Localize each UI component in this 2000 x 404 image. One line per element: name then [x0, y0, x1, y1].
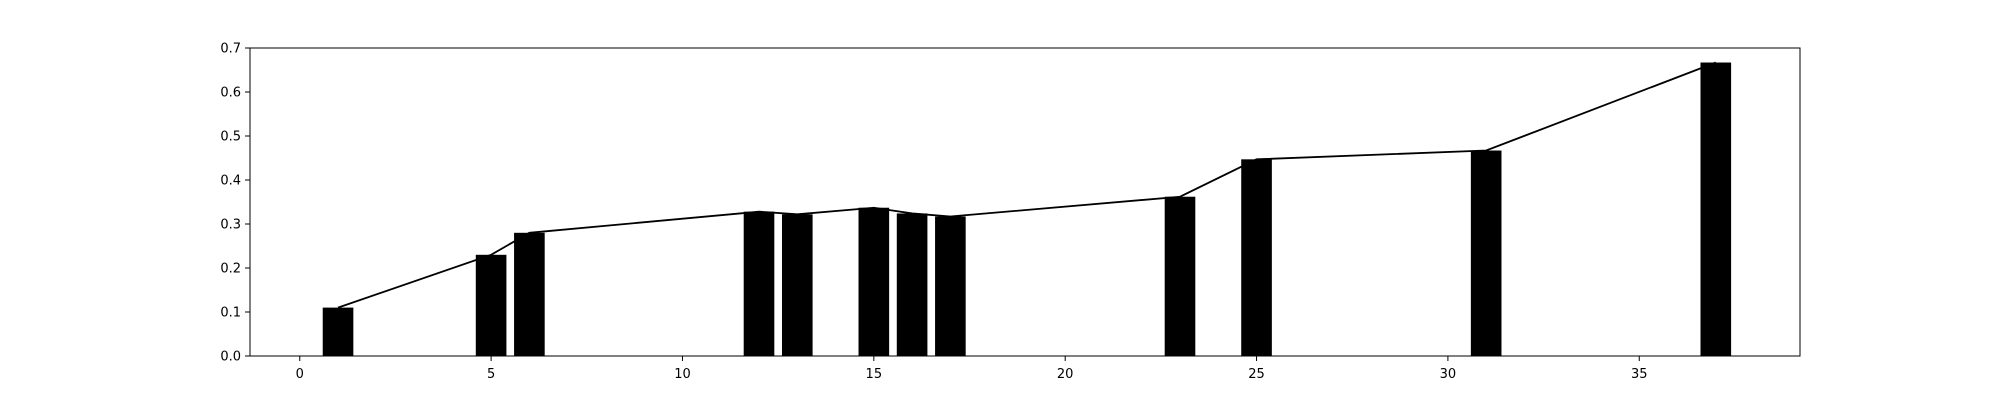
bar — [743, 211, 775, 356]
y-axis: 0.0 0.1 0.2 0.3 0.4 0.5 0.6 0.7 — [220, 42, 250, 365]
x-tick-label: 20 — [1057, 367, 1074, 382]
y-tick-label: 0.2 — [220, 262, 241, 277]
x-axis: 0 5 10 15 20 25 30 35 — [296, 356, 1648, 382]
y-tick-label: 0.7 — [220, 42, 241, 57]
x-tick-label: 10 — [674, 367, 691, 382]
bar — [896, 213, 928, 356]
trend-line — [337, 61, 1717, 309]
y-tick-label: 0.0 — [220, 350, 241, 365]
x-tick-label: 25 — [1248, 367, 1265, 382]
plot-area — [250, 48, 1800, 356]
x-tick-label: 35 — [1631, 367, 1648, 382]
bar — [781, 214, 813, 356]
y-tick-label: 0.5 — [220, 130, 241, 145]
bar — [858, 207, 890, 356]
x-tick-label: 0 — [296, 367, 304, 382]
y-tick-label: 0.4 — [220, 174, 241, 189]
bar — [1164, 196, 1196, 356]
bar — [935, 216, 966, 356]
bar — [1700, 62, 1732, 357]
bars-layer — [322, 62, 1732, 357]
x-tick-label: 5 — [487, 367, 495, 382]
x-tick-label: 15 — [866, 367, 883, 382]
bar — [1470, 150, 1502, 356]
bar — [1241, 159, 1272, 356]
bar — [322, 307, 354, 356]
trend-line-layer — [337, 61, 1717, 309]
bar — [514, 232, 545, 356]
y-tick-label: 0.3 — [220, 218, 241, 233]
x-tick-label: 30 — [1440, 367, 1457, 382]
y-tick-label: 0.1 — [220, 306, 241, 321]
bar — [475, 254, 507, 356]
plot-frame — [249, 47, 1801, 357]
y-tick-label: 0.6 — [220, 86, 241, 101]
